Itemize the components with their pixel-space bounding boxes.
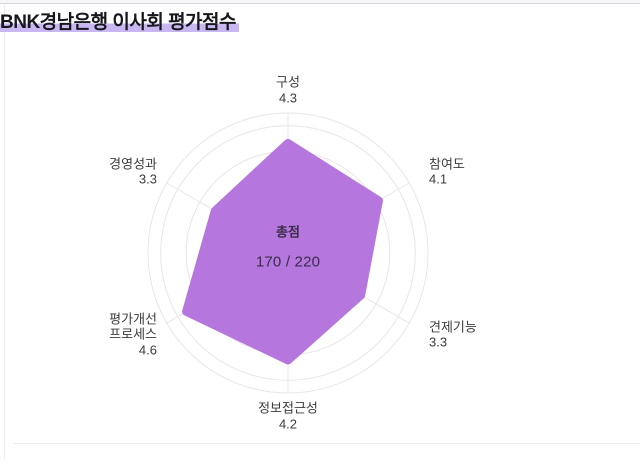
axis-value: 4.2 [278,416,298,431]
axis-label-1: 참여도 4.1 [429,156,465,187]
axis-label-5: 경영성과 3.3 [109,156,157,187]
axis-value: 3.3 [138,171,157,187]
left-divider [4,4,5,459]
page-title: BNK경남은행 이사회 평가점수 [0,7,240,34]
axis-name: 정보접근성 [258,400,318,416]
center-label: 총점 170 / 220 [256,222,320,271]
axis-value: 4.1 [429,171,448,187]
bottom-divider [13,443,640,444]
axis-label-2: 견제기능 3.3 [429,319,477,350]
axis-name: 구성 [276,74,300,90]
axis-name: 평가개선 프로세스 [109,311,157,342]
axis-label-3: 정보접근성 4.2 [258,400,318,431]
data-polygon [182,139,383,365]
top-divider [0,0,640,4]
axis-name: 참여도 [429,155,465,171]
axis-label-4: 평가개선 프로세스 4.6 [109,311,157,358]
page-title-text: BNK경남은행 이사회 평가점수 [0,12,240,33]
center-label-value: 170 / 220 [255,253,321,271]
axis-name: 경영성과 [109,155,157,171]
axis-value: 3.3 [429,334,448,350]
axis-name: 견제기능 [429,318,477,334]
center-label-title: 총점 [276,224,300,240]
axis-label-0: 구성 4.3 [276,74,300,105]
axis-value: 4.6 [138,342,157,358]
axis-value: 4.3 [278,90,298,105]
